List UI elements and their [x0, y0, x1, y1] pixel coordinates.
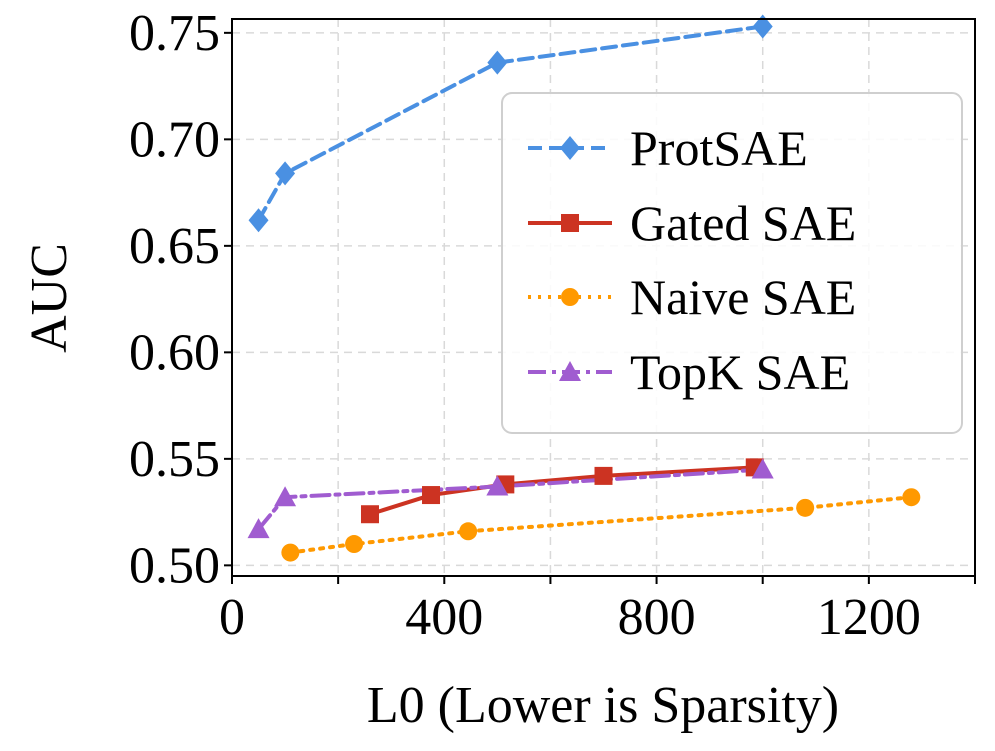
naive-sae-point [459, 522, 478, 541]
legend: ProtSAE Gated SAE Naive SAE TopK SAE [501, 92, 963, 434]
gated-sae-point [422, 486, 441, 505]
x-tick-label: 400 [405, 589, 483, 646]
legend-naive-sae-marker [561, 288, 579, 306]
series-markers [247, 14, 921, 562]
y-axis-title: AUC [21, 243, 78, 353]
legend-box [501, 92, 963, 434]
legend-gated-sae-label: Gated SAE [630, 195, 856, 251]
legend-protsae-marker [560, 136, 580, 160]
x-tick-label: 1200 [817, 589, 921, 646]
y-tick-label: 0.75 [129, 5, 220, 62]
x-tick-label: 0 [219, 589, 245, 646]
naive-sae-point [281, 543, 300, 562]
y-tick-label: 0.65 [129, 218, 220, 275]
protsae-point [752, 14, 773, 39]
topk-sae-line [256, 467, 765, 532]
topk-sae-point [486, 475, 509, 496]
topk-sae-point [247, 518, 270, 539]
naive-sae-point [345, 535, 364, 554]
legend-protsae-label: ProtSAE [630, 120, 808, 176]
y-axis-ticks: 0.50 0.55 0.60 0.65 0.70 0.75 [129, 5, 232, 594]
x-axis-title: L0 (Lower is Sparsity) [367, 677, 839, 734]
y-tick-label: 0.55 [129, 431, 220, 488]
legend-topk-sae-marker [559, 361, 581, 381]
legend-topk-sae-label: TopK SAE [630, 344, 850, 400]
gated-sae-point [594, 466, 613, 485]
y-tick-label: 0.70 [129, 111, 220, 168]
gated-sae-point [360, 505, 379, 524]
plot-area-frame [231, 18, 976, 577]
x-axis-ticks: 0 400 800 1200 [219, 576, 976, 646]
protsae-point [248, 208, 269, 233]
naive-sae-point [796, 498, 815, 517]
protsae-point [487, 50, 508, 75]
legend-naive-sae-label: Naive SAE [630, 269, 856, 325]
x-tick-label: 800 [618, 589, 696, 646]
legend-gated-sae-marker [561, 214, 579, 232]
y-tick-label: 0.50 [129, 537, 220, 594]
naive-sae-point [902, 488, 921, 507]
topk-sae-point [751, 458, 774, 479]
protsae-point [275, 161, 296, 186]
topk-sae-point [274, 486, 297, 507]
naive-sae-line [288, 495, 914, 555]
protsae-line [256, 24, 765, 223]
y-tick-label: 0.60 [129, 324, 220, 381]
